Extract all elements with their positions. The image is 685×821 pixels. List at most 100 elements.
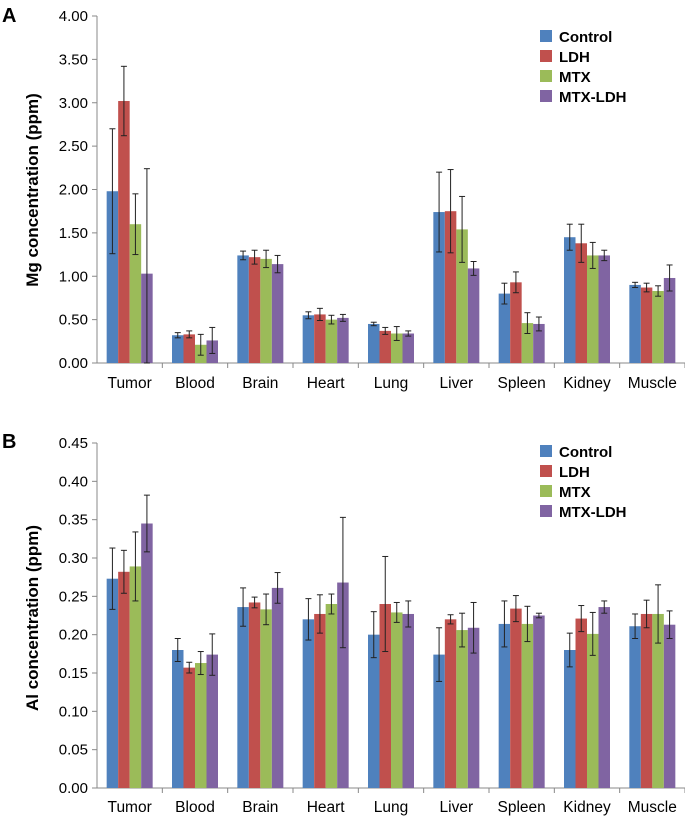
panel-a-bar-ldh [510, 282, 522, 363]
panel-b-category-label: Spleen [498, 799, 546, 816]
panel-b-legend: Control LDH MTX MTX-LDH [540, 444, 627, 521]
panel-a-bar-control [498, 293, 511, 363]
panel-a-bar-ldh [248, 257, 261, 363]
panel-b-legend-label-mtx: MTX [559, 484, 591, 501]
panel-b-category-label: Brain [242, 799, 278, 816]
panel-b-bar-ldh [444, 619, 457, 788]
panel-a-bar-control [564, 237, 576, 363]
panel-a-letter: A [2, 5, 16, 27]
panel-b-category-label: Kidney [563, 799, 611, 816]
panel-b-legend-label-control: Control [559, 444, 612, 461]
panel-b-bar-mtx [391, 612, 403, 788]
panel-b-plot: 0.00 0.05 0.10 0.15 0.20 0.25 0.30 0.35 0.40 0.45… [59, 435, 685, 816]
panel-b-category-label: Heart [307, 799, 346, 816]
panel-b-legend-label-mtx-ldh: MTX-LDH [559, 504, 627, 521]
panel-b-bar-mtx-ldh [206, 654, 218, 788]
panel-b-y-tick-label: 0.25 [59, 588, 88, 605]
panel-a-bar-mtx-ldh [533, 323, 545, 363]
panel-b-legend-label-ldh: LDH [559, 464, 590, 481]
panel-a-y-tick-label: 1.50 [59, 225, 88, 242]
panel-b-legend-swatch-ldh [540, 465, 552, 477]
panel-a-bar-mtx [521, 323, 534, 363]
panel-a-bar-mtx-ldh [337, 317, 349, 363]
panel-b-bar-control [368, 634, 380, 788]
panel-a-category-label: Liver [440, 375, 474, 392]
panel-b-bar-mtx-ldh [663, 624, 676, 788]
panel-a-category-label: Kidney [563, 375, 611, 392]
panel-a-plot: 0.00 0.50 1.00 1.50 2.00 2.50 3.00 3.50 4.00 Tumo… [59, 8, 685, 392]
panel-a-legend-swatch-ldh [540, 50, 552, 62]
panel-b-bar-mtx-ldh [598, 607, 610, 788]
panel-b-bar-mtx [456, 630, 468, 788]
panel-a-y-tick-label: 1.00 [59, 268, 88, 285]
panel-a-legend-label-control: Control [559, 29, 612, 46]
panel-b-y-tick-label: 0.05 [59, 742, 88, 759]
panel-a-bar-control [368, 323, 380, 363]
panel-b-bar-control [106, 578, 119, 788]
panel-a-bar-mtx [325, 319, 338, 363]
panel-b-y-tick-label: 0.10 [59, 703, 88, 720]
panel-b-bar-mtx [652, 613, 664, 788]
panel-a-bar-mtx-ldh [598, 255, 610, 363]
panel-b-y-tick-label: 0.30 [59, 550, 88, 567]
panel-b-y-tick-label: 0.15 [59, 665, 88, 682]
panel-a-bar-ldh [640, 287, 653, 363]
panel-a-legend: Control LDH MTX MTX-LDH [540, 29, 627, 106]
panel-a-y-tick-label: 0.00 [59, 355, 88, 372]
panel-a-legend-swatch-mtx [540, 70, 552, 82]
panel-b-legend-swatch-control [540, 445, 552, 457]
panel-b-bar-mtx [129, 566, 142, 788]
panel-b-bar-mtx-ldh [141, 523, 153, 788]
panel-b-bar-ldh [118, 571, 130, 788]
panel-b-y-tick-label: 0.40 [59, 473, 88, 490]
panel-a-ylabel: Mg concentration (ppm) [23, 93, 42, 287]
panel-a-category-label: Tumor [108, 375, 152, 392]
panel-b-category-label: Liver [440, 799, 474, 816]
panel-a-legend-label-ldh: LDH [559, 49, 590, 66]
panel-b-bar-mtx-ldh [533, 615, 545, 788]
panel-b-bar-mtx [587, 633, 599, 788]
panel-a-bar-mtx-ldh [467, 268, 480, 363]
panel-a-category-label: Blood [175, 375, 215, 392]
panel-b-category-label: Muscle [628, 799, 677, 816]
panel-b-bar-control [302, 619, 315, 788]
panel-a-y-tick-label: 4.00 [59, 8, 88, 25]
panel-b-bar-ldh [510, 608, 522, 788]
panel-a-bar-control [106, 191, 119, 363]
panel-b-y-tick-label: 0.45 [59, 435, 88, 452]
panel-b-bar-ldh [314, 613, 326, 788]
panel-b-bar-ldh [575, 618, 587, 788]
panel-b-bar-ldh [248, 602, 261, 788]
panel-a-category-label: Brain [242, 375, 278, 392]
panel-b-bar-mtx [195, 663, 207, 788]
panel-a-legend-label-mtx-ldh: MTX-LDH [559, 89, 627, 106]
panel-b-legend-swatch-mtx [540, 485, 552, 497]
panel-a: A Mg concentration (ppm) 0.00 0.50 1.00 1.5… [2, 5, 685, 392]
panel-b-bar-control [433, 654, 445, 788]
panel-b-ylabel: Al concentration (ppm) [23, 525, 42, 711]
panel-a-bar-control [237, 255, 249, 363]
panel-b-category-label: Tumor [108, 799, 152, 816]
panel-a-bar-mtx-ldh [663, 277, 676, 363]
panel-a-bar-ldh [575, 243, 587, 363]
panel-b-bar-mtx [325, 604, 338, 788]
panel-b-y-tick-label: 0.20 [59, 627, 88, 644]
panel-a-bar-mtx [129, 224, 142, 363]
panel-a-y-tick-label: 0.50 [59, 312, 88, 329]
panel-a-bar-mtx-ldh [271, 264, 284, 363]
panel-a-y-tick-label: 3.50 [59, 51, 88, 68]
panel-a-bar-control [172, 335, 184, 363]
panel-b-bar-mtx [521, 623, 534, 788]
panel-a-legend-label-mtx: MTX [559, 69, 591, 86]
panel-a-bar-mtx [456, 229, 468, 363]
panel-b-bar-control [564, 650, 576, 788]
panel-b-category-label: Lung [374, 799, 408, 816]
panel-a-bar-mtx [652, 290, 664, 363]
panel-b-bar-control [498, 623, 511, 788]
panel-a-y-tick-label: 2.50 [59, 138, 88, 155]
panel-a-bar-ldh [379, 330, 391, 363]
panel-a-bar-ldh [183, 334, 195, 363]
panel-b-category-label: Blood [175, 799, 215, 816]
panel-b-bar-control [237, 607, 249, 788]
